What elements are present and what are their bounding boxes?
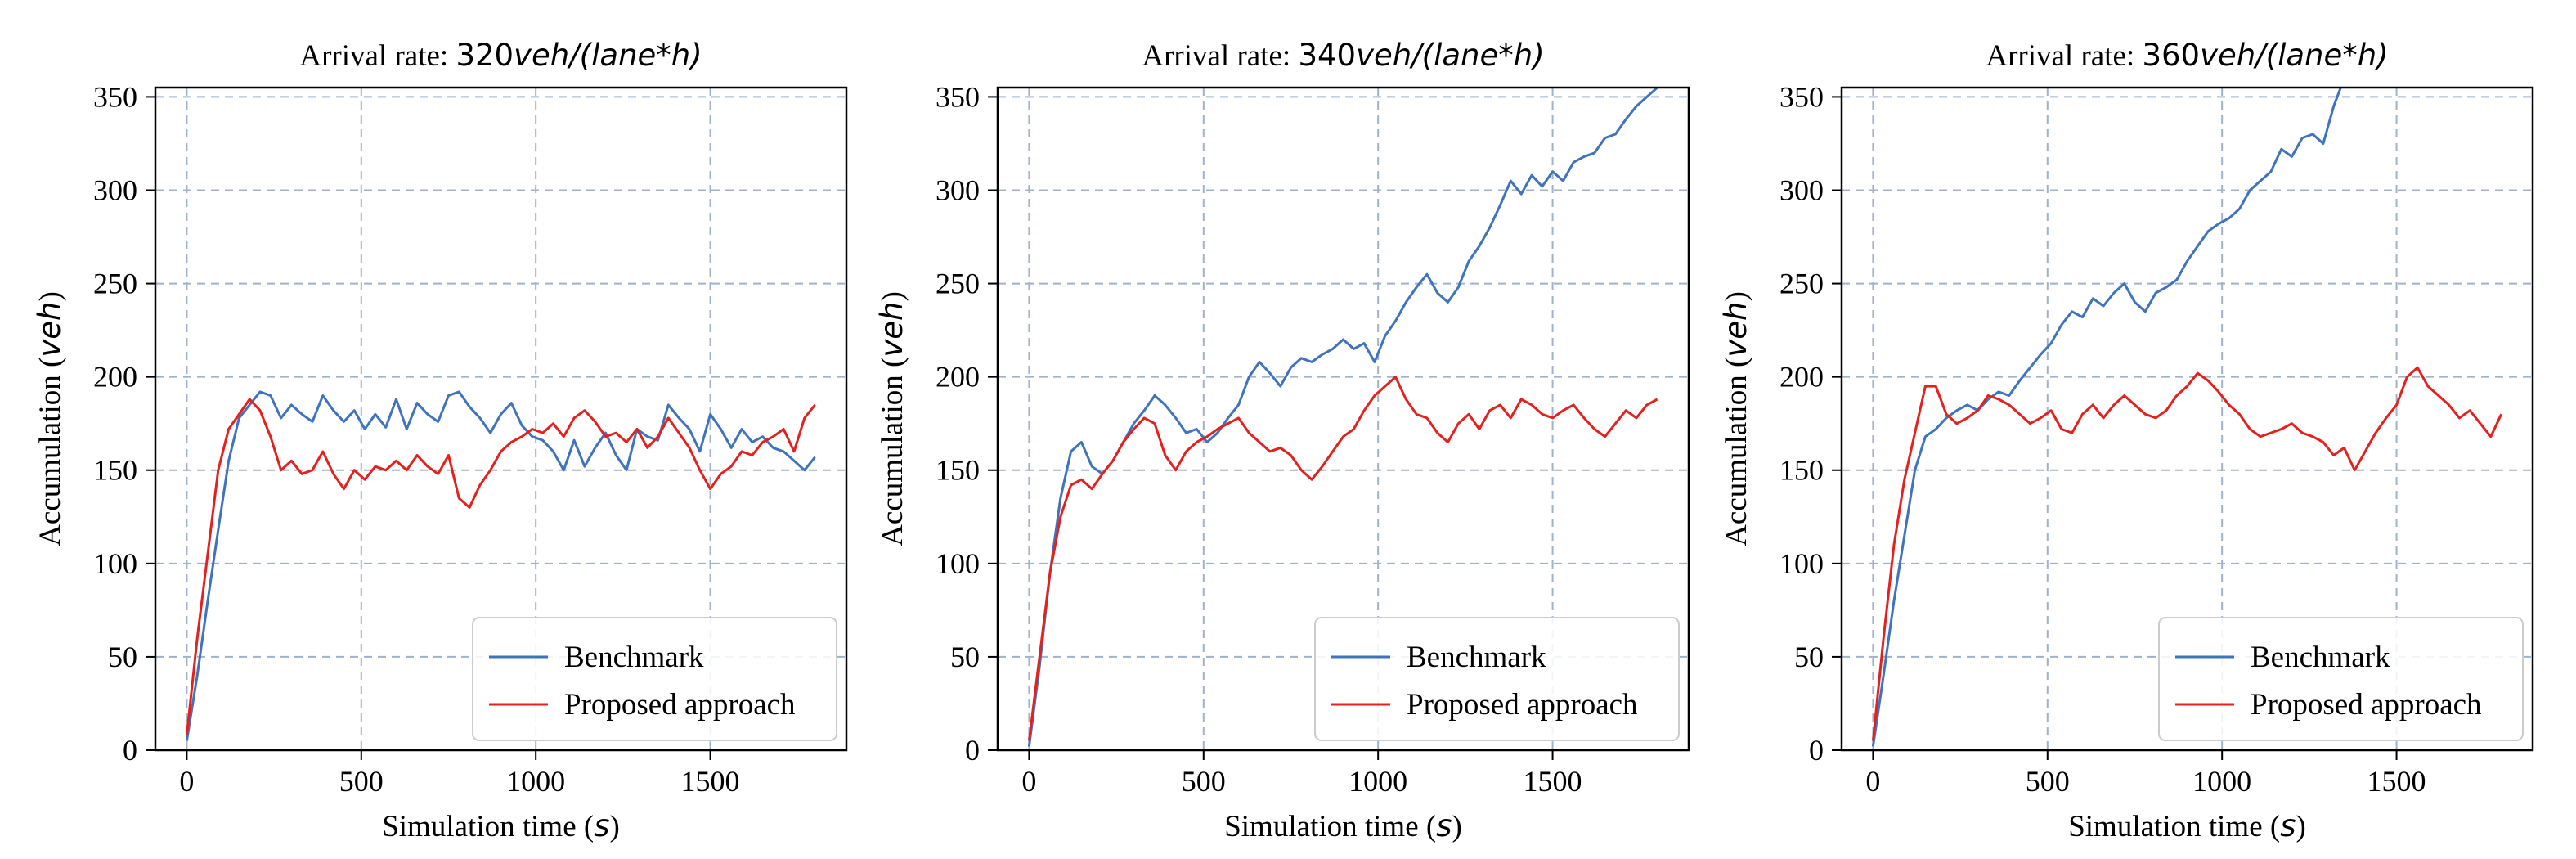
title-rate-value: 340: [1298, 38, 1356, 73]
y-tick-label: 0: [123, 734, 137, 767]
x-axis-label: Simulation time (s): [2068, 808, 2306, 843]
y-axis-label-unit: veh: [874, 302, 909, 358]
legend-proposed-label: Proposed approach: [1407, 688, 1638, 722]
x-axis-label-close: ): [2296, 810, 2305, 843]
x-tick-label: 1000: [1349, 765, 1407, 798]
y-axis-label-close: ): [1720, 291, 1753, 301]
x-axis-label-text: Simulation time (: [2068, 810, 2280, 843]
x-tick-label: 0: [179, 765, 194, 798]
x-axis-label-text: Simulation time (: [1224, 810, 1436, 843]
chart-panel-360: 0 500 1000 1500 0 50 100 150 200 250 300 350 Arrival…: [1718, 38, 2534, 843]
x-axis-label: Simulation time (s): [382, 808, 620, 843]
x-axis-label-close: ): [1452, 810, 1461, 843]
chart-title: Arrival rate: 320veh/(lane*h): [299, 38, 702, 73]
y-axis-label: Accumulation (veh): [32, 291, 67, 546]
x-tick-label: 500: [1182, 765, 1226, 798]
chart-panel-320: 0 500 1000 1500 0 50 100 150 200 250 300 350 Arrival…: [32, 38, 848, 843]
x-axis-label-unit: s: [1436, 808, 1452, 843]
y-tick-label: 250: [936, 268, 980, 300]
y-tick-label: 200: [93, 361, 137, 394]
y-tick-label: 50: [108, 641, 137, 673]
chart-panel-340: 0 500 1000 1500 0 50 100 150 200 250 300 350 Arrival…: [874, 38, 1690, 843]
y-tick-label: 150: [93, 454, 137, 487]
y-tick-label: 350: [936, 80, 980, 113]
x-axis-label-unit: s: [2280, 808, 2296, 843]
benchmark-series-line: [1871, 88, 2342, 747]
y-tick-label: 200: [1779, 361, 1824, 394]
proposed-series-line: [1027, 376, 1658, 741]
x-tick-label: 0: [1865, 765, 1880, 798]
x-tick-label: 1500: [1524, 765, 1582, 798]
y-tick-label: 0: [1809, 734, 1824, 767]
x-axis-label-text: Simulation time (: [382, 810, 594, 843]
y-axis-label: Accumulation (veh): [1718, 291, 1753, 546]
legend-box: [1314, 617, 1680, 741]
y-axis-label-close: ): [34, 291, 67, 301]
y-axis-label-unit: veh: [1718, 302, 1753, 358]
x-tick-label: 0: [1021, 765, 1036, 798]
chart-title: Arrival rate: 360veh/(lane*h): [1986, 38, 2388, 73]
y-axis-label-unit: veh: [32, 302, 67, 358]
proposed-series-line: [185, 398, 816, 735]
y-axis-label-text: Accumulation (: [1720, 358, 1753, 546]
legend-proposed-label: Proposed approach: [2251, 688, 2482, 722]
chart-title: Arrival rate: 340veh/(lane*h): [1142, 38, 1544, 73]
x-tick-label: 1500: [2367, 765, 2426, 798]
y-tick-label: 100: [1779, 547, 1824, 580]
axes-frame: [996, 86, 1690, 752]
x-tick-label: 500: [2026, 765, 2070, 798]
x-tick-label: 1000: [2192, 765, 2251, 798]
y-tick-label: 50: [950, 641, 980, 673]
title-rate-unit: veh/(lane*h): [1356, 38, 1545, 73]
title-rate-value: 320: [456, 38, 514, 73]
y-axis-label-text: Accumulation (: [34, 358, 67, 546]
y-axis-label-close: ): [876, 291, 909, 301]
y-tick-label: 300: [93, 173, 137, 206]
title-rate-unit: veh/(lane*h): [2200, 38, 2389, 73]
title-rate-value: 360: [2142, 38, 2200, 73]
y-tick-label: 350: [1779, 80, 1824, 113]
title-prefix: Arrival rate:: [1142, 39, 1298, 73]
legend-proposed-label: Proposed approach: [564, 688, 796, 722]
legend-box: [2158, 617, 2524, 741]
y-tick-label: 50: [1794, 641, 1824, 673]
y-tick-label: 300: [936, 173, 980, 206]
title-prefix: Arrival rate:: [1986, 39, 2142, 73]
proposed-series-line: [1871, 366, 2502, 741]
x-axis-label-close: ): [609, 810, 619, 843]
title-rate-unit: veh/(lane*h): [514, 38, 702, 73]
x-tick-label: 1500: [681, 765, 740, 798]
y-tick-label: 100: [93, 547, 137, 580]
x-axis-label-unit: s: [594, 808, 609, 843]
y-tick-label: 150: [1779, 454, 1824, 487]
x-axis-label: Simulation time (s): [1224, 808, 1462, 843]
y-tick-label: 350: [93, 80, 137, 113]
y-tick-label: 250: [1779, 268, 1824, 300]
legend-box: [472, 617, 837, 741]
legend-benchmark-label: Benchmark: [2251, 641, 2390, 674]
legend-benchmark-label: Benchmark: [1407, 641, 1546, 674]
y-tick-label: 150: [936, 454, 980, 487]
y-axis-label-text: Accumulation (: [876, 358, 909, 546]
y-tick-label: 250: [93, 268, 137, 300]
y-tick-label: 200: [936, 361, 980, 394]
y-axis-label: Accumulation (veh): [874, 291, 909, 546]
axes-frame: [154, 86, 848, 752]
y-tick-label: 0: [965, 734, 980, 767]
benchmark-series-line: [185, 390, 816, 741]
axes-frame: [1840, 86, 2534, 752]
x-tick-label: 500: [339, 765, 384, 798]
benchmark-series-line: [1027, 88, 1658, 747]
x-tick-label: 1000: [506, 765, 565, 798]
title-prefix: Arrival rate:: [299, 39, 456, 73]
y-tick-label: 300: [1779, 173, 1824, 206]
y-tick-label: 100: [936, 547, 980, 580]
legend-benchmark-label: Benchmark: [564, 641, 704, 674]
